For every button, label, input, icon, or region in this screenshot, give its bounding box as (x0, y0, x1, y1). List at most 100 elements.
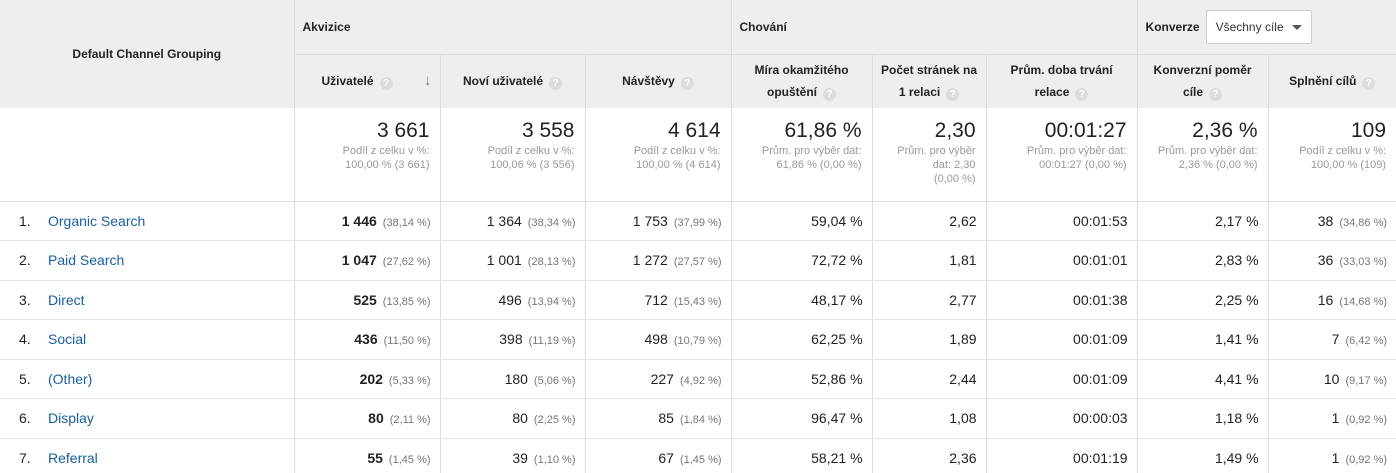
row-number: 7. (19, 449, 31, 466)
pages-per-session-cell: 2,62 (872, 201, 987, 241)
avg-duration-cell: 00:00:03 (986, 398, 1138, 439)
avg-duration-cell: 00:01:53 (986, 201, 1138, 241)
row-number: 4. (19, 331, 31, 348)
users-cell: 55 (1,45 %) (294, 438, 441, 473)
help-icon[interactable]: ? (1209, 88, 1223, 102)
sessions-cell: 498 (10,79 %) (585, 319, 732, 360)
new-users-cell: 180 (5,06 %) (440, 359, 586, 399)
help-icon[interactable]: ? (379, 77, 393, 91)
totals-dim-cell (0, 108, 295, 202)
channel-cell: 5. (Other) (0, 359, 295, 399)
chevron-down-icon (1291, 24, 1302, 30)
new-users-cell: 496 (13,94 %) (440, 280, 586, 320)
channel-cell: 6. Display (0, 398, 295, 439)
channel-link[interactable]: Display (48, 410, 94, 427)
sessions-cell: 85 (1,84 %) (585, 398, 732, 439)
new-users-cell: 1 001 (28,13 %) (440, 240, 586, 281)
users-cell: 1 446 (38,14 %) (294, 201, 441, 241)
users-cell: 525 (13,85 %) (294, 280, 441, 320)
total-bounce-rate: 61,86 % Prům. pro výběr dat: 61,86 % (0,00… (731, 108, 873, 202)
conversion-rate-cell: 1,41 % (1137, 319, 1269, 360)
total-new-users: 3 558 Podíl z celku v %: 100,06 % (3 556) (440, 108, 586, 202)
channel-cell: 2. Paid Search (0, 240, 295, 281)
table-row: 7. Referral 55 (1,45 %) 39 (1,10 %) 67 (1,45… (0, 438, 1396, 473)
new-users-cell: 1 364 (38,34 %) (440, 201, 586, 241)
total-pages-per-session: 2,30 Prům. pro výběr dat: 2,30 (0,00 %) (872, 108, 987, 202)
channel-link[interactable]: Paid Search (48, 252, 125, 269)
channel-cell: 3. Direct (0, 280, 295, 320)
channel-link[interactable]: Social (48, 331, 87, 348)
conversion-rate-cell: 1,18 % (1137, 398, 1269, 439)
avg-duration-cell: 00:01:01 (986, 240, 1138, 281)
total-users: 3 661 Podíl z celku v %: 100,00 % (3 661) (294, 108, 441, 202)
sort-down-icon[interactable]: ↓ (424, 72, 432, 90)
users-cell: 1 047 (27,62 %) (294, 240, 441, 281)
sessions-cell: 227 (4,92 %) (585, 359, 732, 399)
pages-per-session-cell: 2,36 (872, 438, 987, 473)
users-cell: 436 (11,50 %) (294, 319, 441, 360)
table-row: 4. Social 436 (11,50 %) 398 (11,19 %) 498 (1… (0, 319, 1396, 360)
users-cell: 80 (2,11 %) (294, 398, 441, 439)
table-row: 2. Paid Search 1 047 (27,62 %) 1 001 (28,13… (0, 240, 1396, 281)
goal-completions-cell: 10 (9,17 %) (1268, 359, 1396, 399)
group-behavior: Chování (731, 0, 1138, 54)
goal-completions-cell: 1 (0,92 %) (1268, 398, 1396, 439)
channel-cell: 1. Organic Search (0, 201, 295, 241)
help-icon[interactable]: ? (1362, 77, 1376, 91)
goal-completions-cell: 1 (0,92 %) (1268, 438, 1396, 473)
channel-link[interactable]: Direct (48, 291, 85, 308)
group-conversions: Konverze Všechny cíle (1137, 0, 1396, 54)
pages-per-session-cell: 2,44 (872, 359, 987, 399)
total-avg-duration: 00:01:27 Prům. pro výběr dat: 00:01:27 (0,… (986, 108, 1138, 202)
help-icon[interactable]: ? (823, 88, 837, 102)
dimension-header[interactable]: Default Channel Grouping (0, 0, 295, 108)
total-sessions: 4 614 Podíl z celku v %: 100,00 % (4 614) (585, 108, 732, 202)
sessions-cell: 1 272 (27,57 %) (585, 240, 732, 281)
row-number: 1. (19, 212, 31, 229)
row-number: 5. (19, 370, 31, 387)
sessions-cell: 712 (15,43 %) (585, 280, 732, 320)
table-row: 3. Direct 525 (13,85 %) 496 (13,94 %) 712 (1… (0, 280, 1396, 320)
avg-duration-cell: 00:01:38 (986, 280, 1138, 320)
pages-per-session-cell: 2,77 (872, 280, 987, 320)
bounce-rate-cell: 62,25 % (731, 319, 873, 360)
row-number: 6. (19, 410, 31, 427)
col-goal-completions[interactable]: Splnění cílů? (1268, 53, 1396, 108)
col-pages-per-session[interactable]: Počet stránek na 1 relaci? (872, 53, 987, 108)
conversion-rate-cell: 1,49 % (1137, 438, 1269, 473)
users-cell: 202 (5,33 %) (294, 359, 441, 399)
channel-cell: 4. Social (0, 319, 295, 360)
bounce-rate-cell: 58,21 % (731, 438, 873, 473)
bounce-rate-cell: 59,04 % (731, 201, 873, 241)
new-users-cell: 39 (1,10 %) (440, 438, 586, 473)
conversion-rate-cell: 2,25 % (1137, 280, 1269, 320)
bounce-rate-cell: 96,47 % (731, 398, 873, 439)
bounce-rate-cell: 72,72 % (731, 240, 873, 281)
col-conversion-rate[interactable]: Konverzní poměr cíle? (1137, 53, 1269, 108)
avg-duration-cell: 00:01:09 (986, 319, 1138, 360)
channel-link[interactable]: Organic Search (48, 212, 146, 229)
col-users[interactable]: Uživatelé? ↓ (294, 53, 441, 108)
sessions-cell: 1 753 (37,99 %) (585, 201, 732, 241)
goal-completions-cell: 36 (33,03 %) (1268, 240, 1396, 281)
col-new-users[interactable]: Noví uživatelé? (440, 53, 586, 108)
totals-row: 3 661 Podíl z celku v %: 100,00 % (3 661) … (0, 108, 1396, 202)
help-icon[interactable]: ? (1075, 88, 1089, 102)
help-icon[interactable]: ? (946, 88, 960, 102)
help-icon[interactable]: ? (680, 77, 694, 91)
col-sessions[interactable]: Návštěvy? (585, 53, 732, 108)
conversion-rate-cell: 2,83 % (1137, 240, 1269, 281)
help-icon[interactable]: ? (549, 77, 563, 91)
channel-cell: 7. Referral (0, 438, 295, 473)
avg-duration-cell: 00:01:19 (986, 438, 1138, 473)
new-users-cell: 80 (2,25 %) (440, 398, 586, 439)
col-bounce-rate[interactable]: Míra okamžitého opuštění? (731, 53, 873, 108)
table-row: 1. Organic Search 1 446 (38,14 %) 1 364 (38… (0, 201, 1396, 241)
col-avg-duration[interactable]: Prům. doba trvání relace? (986, 53, 1138, 108)
sessions-cell: 67 (1,45 %) (585, 438, 732, 473)
channel-link[interactable]: Referral (48, 449, 98, 466)
goal-select[interactable]: Všechny cíle (1205, 9, 1312, 44)
group-acquisition: Akvizice (294, 0, 732, 54)
channel-link[interactable]: (Other) (48, 370, 93, 387)
